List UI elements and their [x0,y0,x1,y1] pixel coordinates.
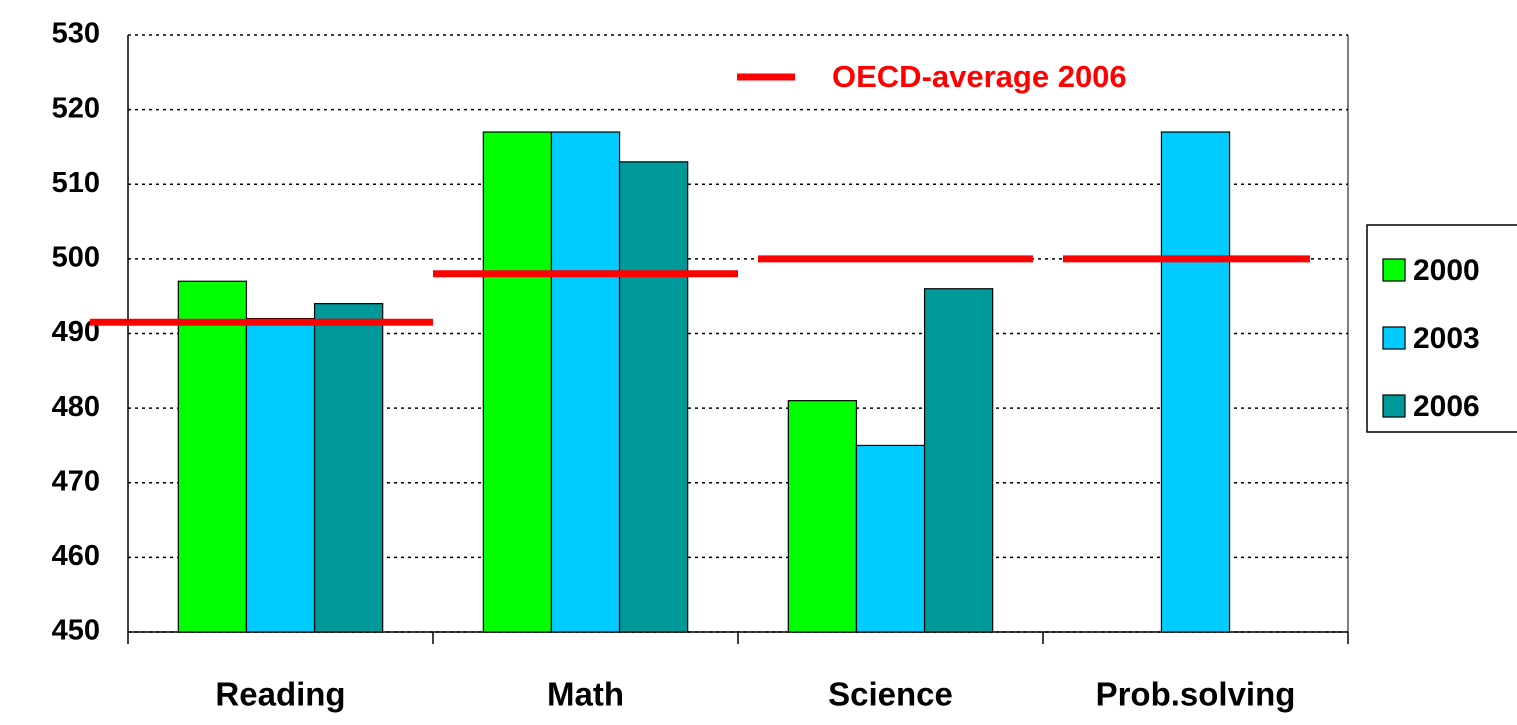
bar [482,131,553,633]
x-tick-label: Math [547,676,624,713]
legend-swatch [1382,258,1406,282]
y-tick-label: 460 [52,540,100,572]
x-tick-label: Science [828,676,953,713]
bar [923,288,994,633]
bar [787,400,858,633]
bar [855,444,926,633]
x-tick-label: Reading [215,676,345,713]
legend-swatch [1382,394,1406,418]
y-tick-label: 500 [52,242,100,274]
bar [177,280,248,633]
bar [313,303,384,633]
bar [550,131,621,633]
y-tick-label: 480 [52,391,100,423]
y-tick-label: 450 [52,615,100,647]
y-tick-label: 510 [52,167,100,199]
legend-label: 2006 [1413,390,1480,423]
y-tick-label: 520 [52,92,100,124]
reference-legend-label: OECD-average 2006 [832,59,1127,94]
bar [1160,131,1231,633]
y-tick-label: 470 [52,465,100,497]
legend-swatch [1382,326,1406,350]
y-tick-label: 530 [52,18,100,50]
legend-label: 2000 [1413,254,1480,287]
bar [245,317,316,633]
bar [618,161,689,633]
x-tick-label: Prob.solving [1096,676,1296,713]
legend-label: 2003 [1413,322,1480,355]
